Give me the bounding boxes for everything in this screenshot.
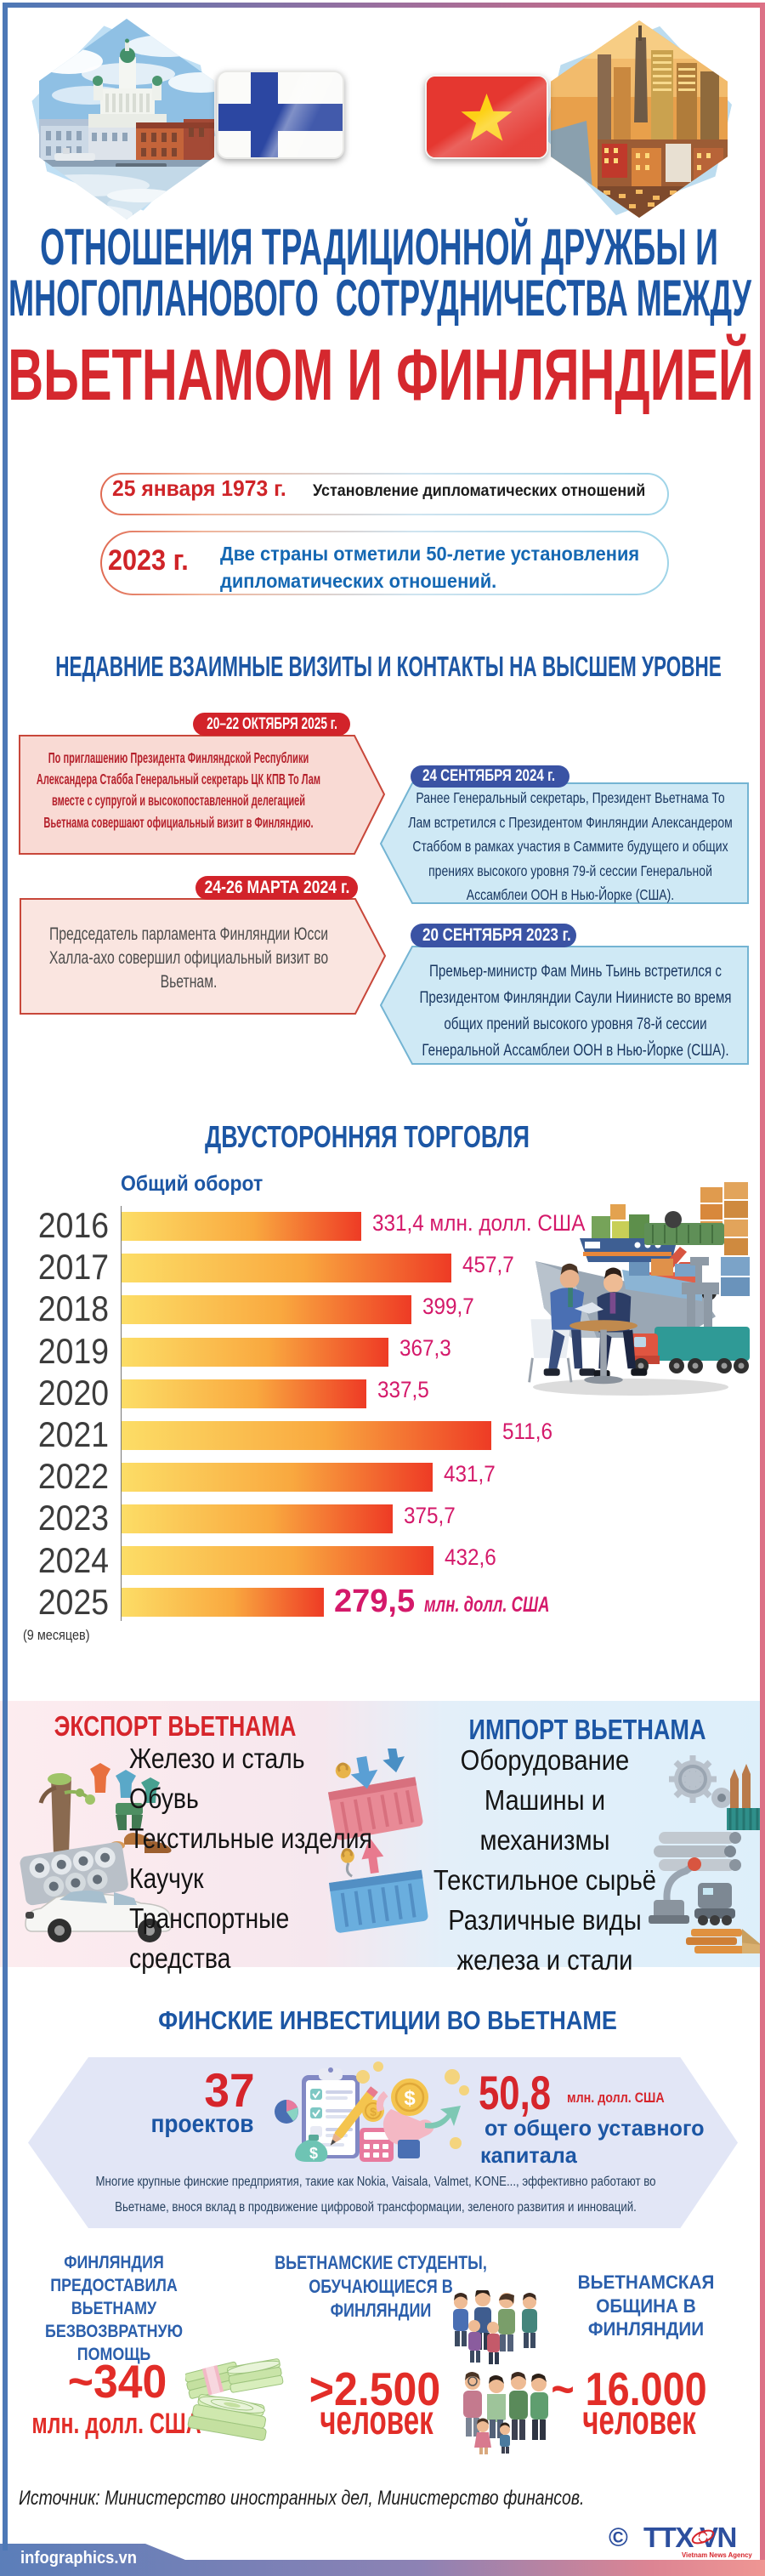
svg-text:TTX: TTX [643,2522,694,2553]
svg-text:$: $ [370,2105,377,2118]
svg-text:$: $ [404,2087,416,2110]
svg-text:Vietnam News Agency: Vietnam News Agency [682,2551,752,2559]
svg-text:$: $ [309,2145,318,2162]
